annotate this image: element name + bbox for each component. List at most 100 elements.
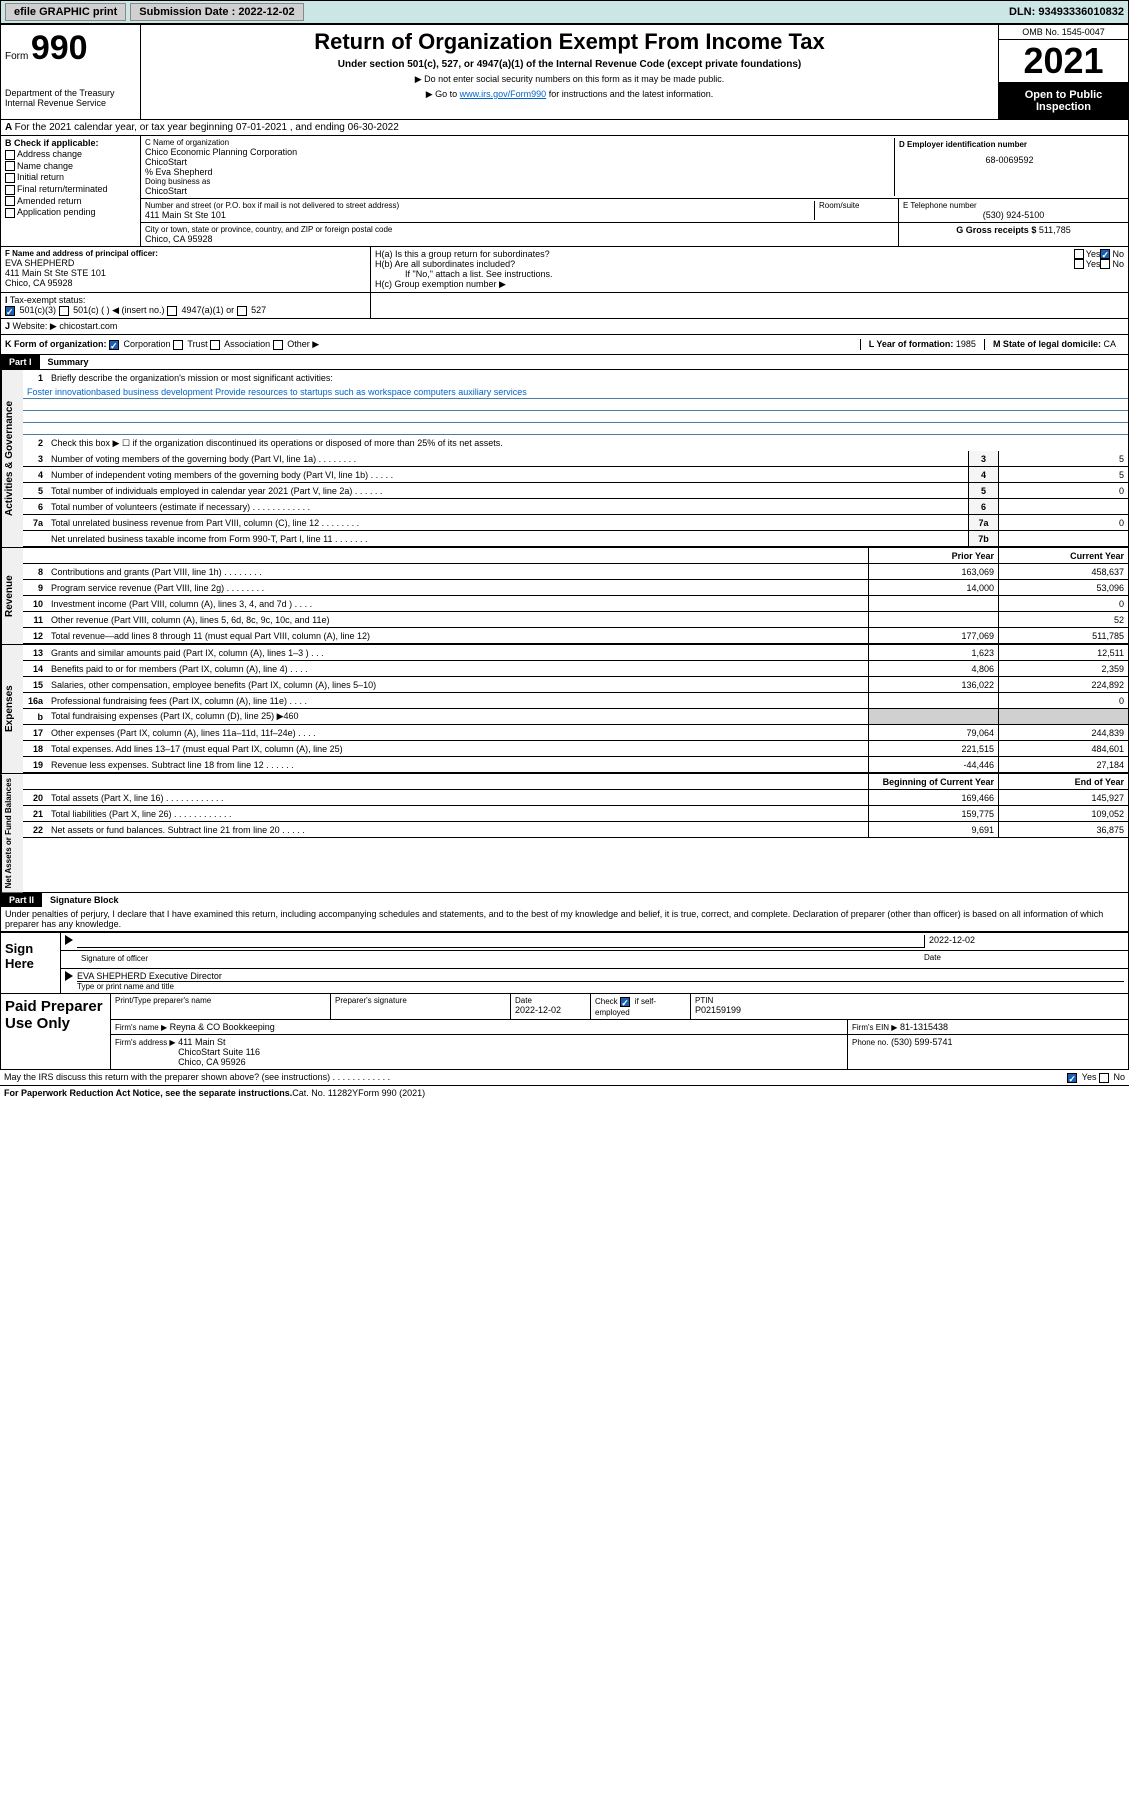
cat-no: Cat. No. 11282Y <box>292 1088 358 1098</box>
current-value <box>998 709 1128 724</box>
label-firm-phone: Phone no. <box>852 1038 888 1047</box>
line-text: Revenue less expenses. Subtract line 18 … <box>47 758 868 772</box>
prior-value: 1,623 <box>868 645 998 660</box>
part1-header: Part I <box>1 355 40 369</box>
org-name: Chico Economic Planning Corporation Chic… <box>145 147 894 167</box>
label-year-formation: L Year of formation: <box>869 339 954 349</box>
prior-value <box>868 709 998 724</box>
label-firm: Firm's name ▶ <box>115 1023 167 1032</box>
line-text: Total expenses. Add lines 13–17 (must eq… <box>47 742 868 756</box>
irs-link[interactable]: www.irs.gov/Form990 <box>460 89 547 99</box>
label-officer: F Name and address of principal officer: <box>5 249 366 258</box>
chk-4947[interactable] <box>167 306 177 316</box>
chk-name-change[interactable] <box>5 161 15 171</box>
current-value: 224,892 <box>998 677 1128 692</box>
line-text: Total liabilities (Part X, line 26) . . … <box>47 807 868 821</box>
declaration: Under penalties of perjury, I declare th… <box>1 907 1128 932</box>
submission-date: Submission Date : 2022-12-02 <box>130 3 303 21</box>
line-box: 7b <box>968 531 998 546</box>
paid-preparer-section: Paid Preparer Use Only Print/Type prepar… <box>0 994 1129 1070</box>
prior-value <box>868 612 998 627</box>
current-value: 511,785 <box>998 628 1128 643</box>
line-text: Net unrelated business taxable income fr… <box>47 532 968 546</box>
prior-value: 177,069 <box>868 628 998 643</box>
line-text: Total assets (Part X, line 16) . . . . .… <box>47 791 868 805</box>
chk-ha-yes[interactable] <box>1074 249 1084 259</box>
chk-app-pending[interactable] <box>5 208 15 218</box>
care-of: % Eva Shepherd <box>145 167 894 177</box>
label-ein: D Employer identification number <box>899 140 1120 149</box>
chk-501c3[interactable] <box>5 306 15 316</box>
label-date: Date <box>924 953 1124 966</box>
dba: ChicoStart <box>145 186 894 196</box>
sign-date: 2022-12-02 <box>929 935 1124 945</box>
label-state: M State of legal domicile: <box>993 339 1101 349</box>
tax-year: 2021 <box>999 40 1128 83</box>
chk-initial-return[interactable] <box>5 173 15 183</box>
label-tax-exempt: Tax-exempt status: <box>10 295 86 305</box>
line-value: 0 <box>998 515 1128 530</box>
label-ptin: PTIN <box>695 996 1124 1005</box>
part2-title: Signature Block <box>42 893 127 907</box>
current-value: 244,839 <box>998 725 1128 740</box>
chk-discuss-yes[interactable] <box>1067 1073 1077 1083</box>
chk-assoc[interactable] <box>210 340 220 350</box>
row-a-tax-year: A For the 2021 calendar year, or tax yea… <box>1 120 1128 136</box>
prior-value: 9,691 <box>868 822 998 837</box>
chk-discuss-no[interactable] <box>1099 1073 1109 1083</box>
firm-ein: 81-1315438 <box>900 1022 948 1032</box>
officer-addr: 411 Main St Ste STE 101 Chico, CA 95928 <box>5 268 366 288</box>
mission-text: Foster innovationbased business developm… <box>23 386 1128 399</box>
chk-ha-no[interactable] <box>1100 249 1110 259</box>
gross-receipts: 511,785 <box>1039 225 1071 235</box>
prior-value: 163,069 <box>868 564 998 579</box>
efile-button[interactable]: efile GRAPHIC print <box>5 3 126 21</box>
label-website: Website: ▶ <box>13 321 57 331</box>
current-value: 36,875 <box>998 822 1128 837</box>
chk-corp[interactable] <box>109 340 119 350</box>
chk-other[interactable] <box>273 340 283 350</box>
label-name-title: Type or print name and title <box>77 982 1124 991</box>
vtab-revenue: Revenue <box>1 548 23 644</box>
telephone: (530) 924-5100 <box>903 210 1124 220</box>
irs-discuss-question: May the IRS discuss this return with the… <box>4 1072 390 1083</box>
chk-hb-no[interactable] <box>1100 259 1110 269</box>
line-value: 0 <box>998 483 1128 498</box>
prior-value: 221,515 <box>868 741 998 756</box>
chk-501c[interactable] <box>59 306 69 316</box>
line-text: Number of voting members of the governin… <box>47 452 968 466</box>
street-address: 411 Main St Ste 101 <box>145 210 814 220</box>
line2-label: Check this box ▶ ☐ if the organization d… <box>47 436 1128 451</box>
h-c-label: H(c) Group exemption number ▶ <box>375 279 1124 290</box>
part1-title: Summary <box>40 355 97 369</box>
line-text: Number of independent voting members of … <box>47 468 968 482</box>
chk-amended[interactable] <box>5 196 15 206</box>
current-value: 458,637 <box>998 564 1128 579</box>
note-link: ▶ Go to www.irs.gov/Form990 for instruct… <box>145 89 994 100</box>
prior-value: 79,064 <box>868 725 998 740</box>
label-firm-ein: Firm's EIN ▶ <box>852 1023 897 1032</box>
label-prep-date: Date <box>515 996 586 1005</box>
chk-self-employed[interactable] <box>620 997 630 1007</box>
line-text: Net assets or fund balances. Subtract li… <box>47 823 868 837</box>
chk-address-change[interactable] <box>5 150 15 160</box>
form-title: Return of Organization Exempt From Incom… <box>145 29 994 55</box>
current-value: 52 <box>998 612 1128 627</box>
line-box: 7a <box>968 515 998 530</box>
line-text: Benefits paid to or for members (Part IX… <box>47 662 868 676</box>
year-formation: 1985 <box>956 339 976 349</box>
current-value: 484,601 <box>998 741 1128 756</box>
label-org-name: C Name of organization <box>145 138 894 147</box>
h-a-label: H(a) Is this a group return for subordin… <box>375 249 1074 259</box>
paperwork-notice: For Paperwork Reduction Act Notice, see … <box>4 1088 292 1098</box>
firm-name: Reyna & CO Bookkeeping <box>170 1022 275 1032</box>
line-text: Salaries, other compensation, employee b… <box>47 678 868 692</box>
chk-trust[interactable] <box>173 340 183 350</box>
current-value: 12,511 <box>998 645 1128 660</box>
note-ssn: ▶ Do not enter social security numbers o… <box>145 74 994 85</box>
chk-527[interactable] <box>237 306 247 316</box>
prior-value: 159,775 <box>868 806 998 821</box>
chk-hb-yes[interactable] <box>1074 259 1084 269</box>
chk-final-return[interactable] <box>5 185 15 195</box>
h-b-label: H(b) Are all subordinates included? <box>375 259 1074 269</box>
